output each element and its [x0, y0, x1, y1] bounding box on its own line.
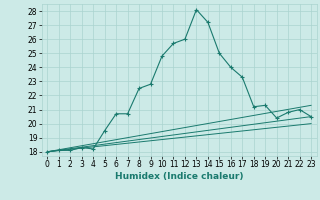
X-axis label: Humidex (Indice chaleur): Humidex (Indice chaleur)	[115, 172, 244, 181]
